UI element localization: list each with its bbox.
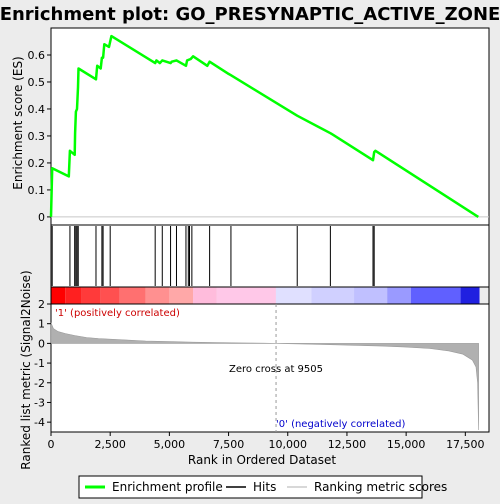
bottom-y-tick-label: -3 — [34, 396, 45, 409]
top-y-tick-label: 0.2 — [28, 157, 46, 170]
hits-panel — [50, 224, 490, 288]
color-bar-segment — [145, 287, 170, 304]
x-tick-label: 12,500 — [328, 438, 367, 451]
bottom-y-tick-label: 0 — [38, 337, 45, 350]
enrichment-score-panel: 0 0.1 0.2 0.3 0.4 0.5 0.6 — [28, 27, 490, 226]
color-bar-segment — [65, 287, 82, 304]
color-bar-segment — [100, 287, 120, 304]
bottom-y-tick-label: 2 — [38, 298, 45, 311]
ranked-metric-panel: 2 1 0 -1 -2 -3 -4 '1' (positively correlated) Ze… — [34, 298, 490, 433]
bottom-y-tick-label: -1 — [34, 357, 45, 370]
top-y-tick-label: 0.3 — [28, 130, 46, 143]
legend: Enrichment profile Hits Ranking metric sco… — [78, 475, 447, 499]
bottom-y-tick-label: 1 — [38, 318, 45, 331]
x-axis: 0 2,500 5,000 7,500 10,000 12,500 15,000 17,500 — [48, 432, 485, 451]
color-bar-segment — [354, 287, 388, 304]
color-bar-segment — [193, 287, 217, 304]
enrichment-profile-line — [49, 34, 479, 218]
negative-correlation-label: '0' (negatively correlated) — [276, 419, 405, 430]
x-tick-label: 7,500 — [213, 438, 245, 451]
bottom-y-axis-label: Ranked list metric (Signal2Noise) — [19, 270, 33, 469]
color-bar-segment — [216, 287, 276, 304]
x-tick-label: 0 — [48, 438, 55, 451]
legend-label: Hits — [253, 480, 276, 494]
legend-label: Enrichment profile — [112, 480, 223, 494]
color-bar-segment — [275, 287, 312, 304]
top-y-axis-label: Enrichment score (ES) — [11, 56, 25, 189]
top-y-tick-label: 0.1 — [28, 184, 46, 197]
color-bar-segment — [311, 287, 355, 304]
ranking-metric-area — [50, 322, 479, 431]
color-bar-segment — [119, 287, 146, 304]
color-bar-segment — [169, 287, 194, 304]
chart-title: Enrichment plot: GO_PRESYNAPTIC_ACTIVE_Z… — [0, 4, 500, 25]
legend-box — [78, 475, 423, 499]
legend-label: Ranking metric scores — [314, 480, 447, 494]
hits-plot-area — [50, 224, 490, 288]
x-tick-label: 5,000 — [154, 438, 186, 451]
x-tick-label: 10,000 — [269, 438, 308, 451]
color-bar-segment — [460, 287, 480, 304]
top-plot-area — [50, 27, 490, 226]
top-y-tick-label: 0.4 — [28, 103, 46, 116]
x-tick-label: 15,000 — [387, 438, 426, 451]
color-bar-segment — [410, 287, 461, 304]
positive-correlation-label: '1' (positively correlated) — [55, 308, 180, 319]
bottom-y-tick-label: -2 — [34, 377, 45, 390]
top-y-tick-label: 0 — [38, 211, 45, 224]
bottom-y-tick-label: -4 — [34, 416, 45, 429]
color-bar-segment — [51, 287, 66, 304]
top-y-tick-label: 0.6 — [28, 49, 46, 62]
color-bar-segment — [81, 287, 101, 304]
zero-cross-label: Zero cross at 9505 — [229, 364, 323, 375]
color-bar-segment — [387, 287, 411, 304]
bottom-plot-area — [50, 303, 490, 433]
x-axis-label: Rank in Ordered Dataset — [188, 453, 336, 467]
x-tick-label: 17,500 — [446, 438, 485, 451]
top-y-tick-label: 0.5 — [28, 76, 46, 89]
x-tick-label: 2,500 — [94, 438, 126, 451]
ranking-color-bar — [50, 286, 490, 305]
